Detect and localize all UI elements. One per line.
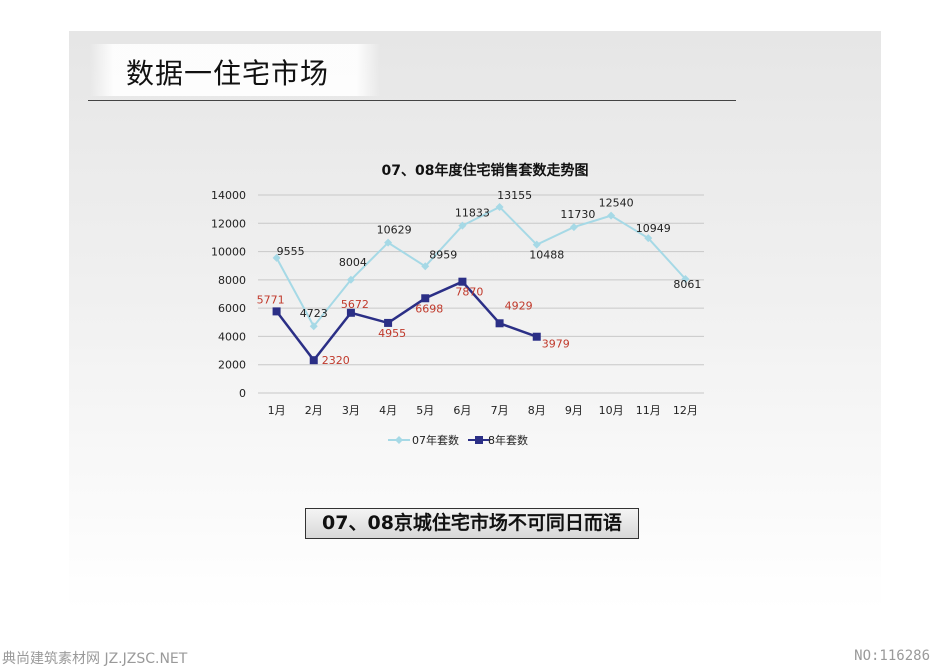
data-point xyxy=(272,307,281,316)
data-point xyxy=(644,234,653,243)
page-title: 数据一住宅市场 xyxy=(126,57,330,90)
data-label: 4723 xyxy=(300,307,328,320)
data-point xyxy=(458,277,467,286)
footer-number: NO:116286 xyxy=(854,648,930,664)
title-band xyxy=(90,44,380,96)
data-point xyxy=(607,211,616,220)
data-point xyxy=(569,223,578,232)
data-point xyxy=(421,262,430,271)
chart-title: 07、08年度住宅销售套数走势图 xyxy=(382,162,589,179)
data-point xyxy=(681,274,690,283)
data-label: 11730 xyxy=(560,208,595,221)
data-point xyxy=(346,308,355,317)
data-point xyxy=(384,238,393,247)
x-tick-label: 12月 xyxy=(673,404,698,417)
x-tick-label: 6月 xyxy=(453,404,471,417)
y-tick-label: 8000 xyxy=(218,274,246,287)
caption-box: 07、08京城住宅市场不可同日而语 xyxy=(305,508,639,539)
data-label: 7870 xyxy=(455,286,483,299)
x-tick-label: 10月 xyxy=(599,404,624,417)
legend-label: 8年套数 xyxy=(488,433,528,447)
title-rule xyxy=(88,100,736,101)
legend-marker xyxy=(475,436,483,444)
y-tick-label: 4000 xyxy=(218,330,246,343)
data-label: 12540 xyxy=(599,197,634,210)
data-label: 5672 xyxy=(341,298,369,311)
x-tick-label: 9月 xyxy=(565,404,583,417)
footer-watermark: 典尚建筑素材网 JZ.JZSC.NET xyxy=(2,651,188,667)
series-line xyxy=(275,280,538,363)
data-label: 8004 xyxy=(339,256,367,269)
data-label: 8959 xyxy=(429,248,457,261)
data-label: 9555 xyxy=(277,245,305,258)
data-point xyxy=(495,202,504,211)
data-label: 10949 xyxy=(636,222,671,235)
data-point xyxy=(458,221,467,230)
data-point xyxy=(346,275,355,284)
x-tick-label: 2月 xyxy=(305,404,323,417)
x-tick-label: 11月 xyxy=(636,404,661,417)
x-tick-label: 5月 xyxy=(416,404,434,417)
data-label: 10488 xyxy=(529,249,564,262)
legend-marker xyxy=(395,436,403,444)
y-tick-label: 14000 xyxy=(211,189,246,202)
x-tick-label: 7月 xyxy=(491,404,509,417)
x-tick-label: 4月 xyxy=(379,404,397,417)
data-label: 2320 xyxy=(322,354,350,367)
data-point xyxy=(532,332,541,341)
y-tick-label: 10000 xyxy=(211,246,246,259)
data-point xyxy=(309,322,318,331)
data-label: 4929 xyxy=(505,299,533,312)
data-point xyxy=(421,294,430,303)
data-label: 3979 xyxy=(542,338,570,351)
y-tick-label: 12000 xyxy=(211,217,246,230)
series-line xyxy=(275,205,687,329)
x-tick-label: 1月 xyxy=(268,404,286,417)
x-tick-label: 3月 xyxy=(342,404,360,417)
data-label: 11833 xyxy=(455,207,490,220)
x-tick-label: 8月 xyxy=(528,404,546,417)
y-tick-label: 6000 xyxy=(218,302,246,315)
data-label: 5771 xyxy=(257,293,285,306)
data-point xyxy=(532,240,541,249)
data-point xyxy=(495,319,504,328)
y-tick-label: 0 xyxy=(239,387,246,400)
y-tick-label: 2000 xyxy=(218,359,246,372)
data-point xyxy=(309,356,318,365)
data-label: 8061 xyxy=(673,278,701,291)
data-label: 6698 xyxy=(415,302,443,315)
legend-label: 07年套数 xyxy=(412,433,459,447)
data-label: 4955 xyxy=(378,327,406,340)
data-point xyxy=(384,318,393,327)
data-label: 10629 xyxy=(377,224,412,237)
data-label: 13155 xyxy=(497,189,532,202)
data-point xyxy=(272,253,281,262)
